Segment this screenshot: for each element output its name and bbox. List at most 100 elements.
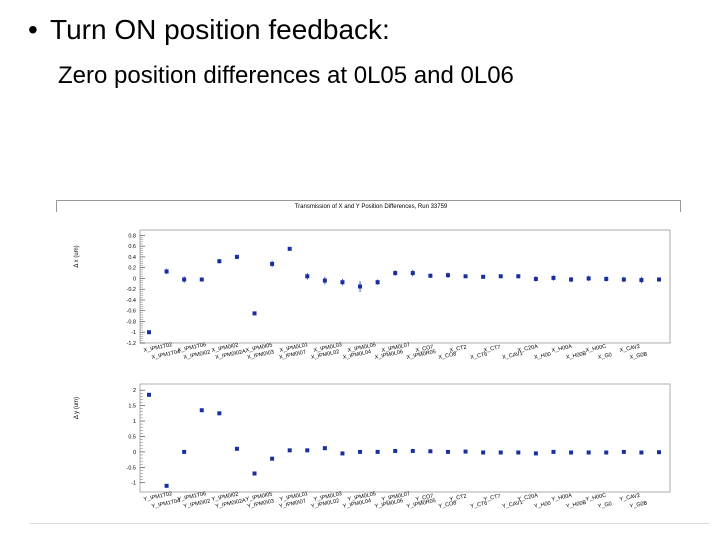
x-tick-label-y: Y_IPM0I02 [183,498,211,510]
data-point [217,259,222,264]
slide-divider [30,523,710,524]
slide-subheading: Zero position differences at 0L05 and 0L… [58,62,514,89]
data-point [533,451,538,456]
data-point [234,446,239,451]
data-point [147,392,151,397]
data-point [445,273,450,278]
x-tick-label-y: Y_IPM0L03 [313,491,342,503]
data-point [516,450,521,455]
data-point [340,280,345,285]
y-tick-label-x: 0.4 [128,255,136,261]
y-tick-label-x: 0.8 [128,233,136,239]
x-tick-label-y: Y_H00C [585,493,607,503]
y-tick-label-y: 1.5 [128,404,136,410]
x-tick-label-x: X_IPM0L02 [311,349,340,361]
x-tick-label-x: X_IPM0I05 [245,342,273,354]
figure-frame-right [680,200,681,212]
data-point [481,450,486,455]
y-tick-label-x: -1 [131,330,136,336]
data-point [621,277,626,282]
data-point [586,450,591,455]
x-tick-label-y: Y_IPM0L01 [279,491,308,503]
x-tick-label-x: X_IPM0L03 [313,342,342,354]
x-tick-label-x: X_IPM1T02 [143,342,173,354]
x-tick-label-x: X_H00C [585,344,607,354]
data-point [551,449,556,454]
data-point [287,246,292,251]
x-tick-label-y: Y_H00 [534,501,552,510]
x-tick-label-y: Y_H00B [566,500,588,510]
x-tick-label-x: X_IPM1T04 [151,349,181,361]
x-tick-label-x: X_CAV1 [502,351,523,361]
chart-title: Transmission of X and Y Position Differe… [294,204,448,210]
figure-frame-top [56,200,680,213]
data-point [639,278,644,283]
data-point [252,471,257,476]
data-point [375,449,380,454]
y-tick-label-y: 0.5 [128,434,136,440]
data-point [199,277,204,282]
y-tick-label-x: -0.2 [127,287,136,293]
x-tick-label-x: X_C20A [517,344,539,354]
x-tick-label-y: Y_CT6 [470,501,488,510]
data-point [569,277,574,282]
data-point [164,269,169,274]
x-tick-label-x: X_IPM0I03 [247,349,275,361]
x-tick-label-y: Y_IPM0L06 [374,498,403,510]
data-point [287,448,292,453]
data-point [586,276,591,281]
x-tick-label-x: X_IPM0L04 [342,349,371,361]
x-tick-label-x: X_H00 [534,352,552,361]
data-point [621,449,626,454]
data-point [340,451,345,456]
x-tick-label-x: X_CT2 [449,345,467,354]
data-point [270,261,275,266]
y-tick-label-y: -1 [131,481,136,487]
data-point [199,408,204,413]
x-tick-label-y: Y_IPM0L07 [381,491,410,503]
x-tick-label-x: X_IPM0L01 [279,342,308,354]
data-point [639,450,644,455]
data-point [498,274,503,279]
y-tick-label-y: 1 [133,419,136,425]
figure-frame-left [56,200,57,212]
x-tick-label-y: Y_IPM0L05 [347,491,376,503]
x-tick-label-x: X_CAV2 [619,344,640,354]
y-axis-label-y: Δ y (um) [74,397,80,419]
y-tick-label-x: 0.2 [128,266,136,272]
x-tick-label-y: Y_IPM0I05 [245,491,273,503]
y-tick-label-x: 0.6 [128,244,136,250]
plot-frame-y [139,383,671,493]
data-point [393,271,398,276]
data-point [147,330,151,335]
data-point [375,280,380,285]
chart-svg: Δ x (um) 0.8 0.6 0.4 0.2 0 -0.2 -0.4 -0.6 -0.8 -1 -… [74,229,671,510]
data-point [533,276,538,281]
x-tick-label-x: X_IPM0L05 [347,342,376,354]
data-point [358,449,363,454]
data-point [252,311,257,316]
data-point [234,254,239,259]
x-tick-label-y: Y_CT7 [483,494,501,503]
x-tick-label-x: X_IPM0I07 [279,349,307,361]
x-tick-label-x: X_G0 [597,352,612,361]
data-point [164,483,169,488]
data-point [657,277,661,282]
data-point [604,450,609,455]
data-point [481,274,486,279]
data-point [358,284,363,289]
x-tick-label-y: Y_CAV1 [502,500,523,510]
data-point [657,450,661,455]
x-tick-label-x: X_H00A [551,344,573,354]
x-tick-label-y: Y_IPM0I03 [247,498,275,510]
data-point [428,273,433,278]
x-tick-label-y: Y_IPM1T06 [177,491,207,503]
data-point [305,274,310,279]
x-tick-label-y: Y_IPM0L02 [311,498,340,510]
x-tick-label-y: Y_CT2 [449,494,467,503]
heading-text: Turn ON position feedback: [50,14,390,45]
x-tick-label-x: X_H00B [566,351,588,361]
x-tick-label-y: Y_CO8 [438,500,457,510]
x-tick-label-y: Y_IPM0I07 [279,498,307,510]
x-tick-label-y: Y_CO7 [415,493,434,503]
